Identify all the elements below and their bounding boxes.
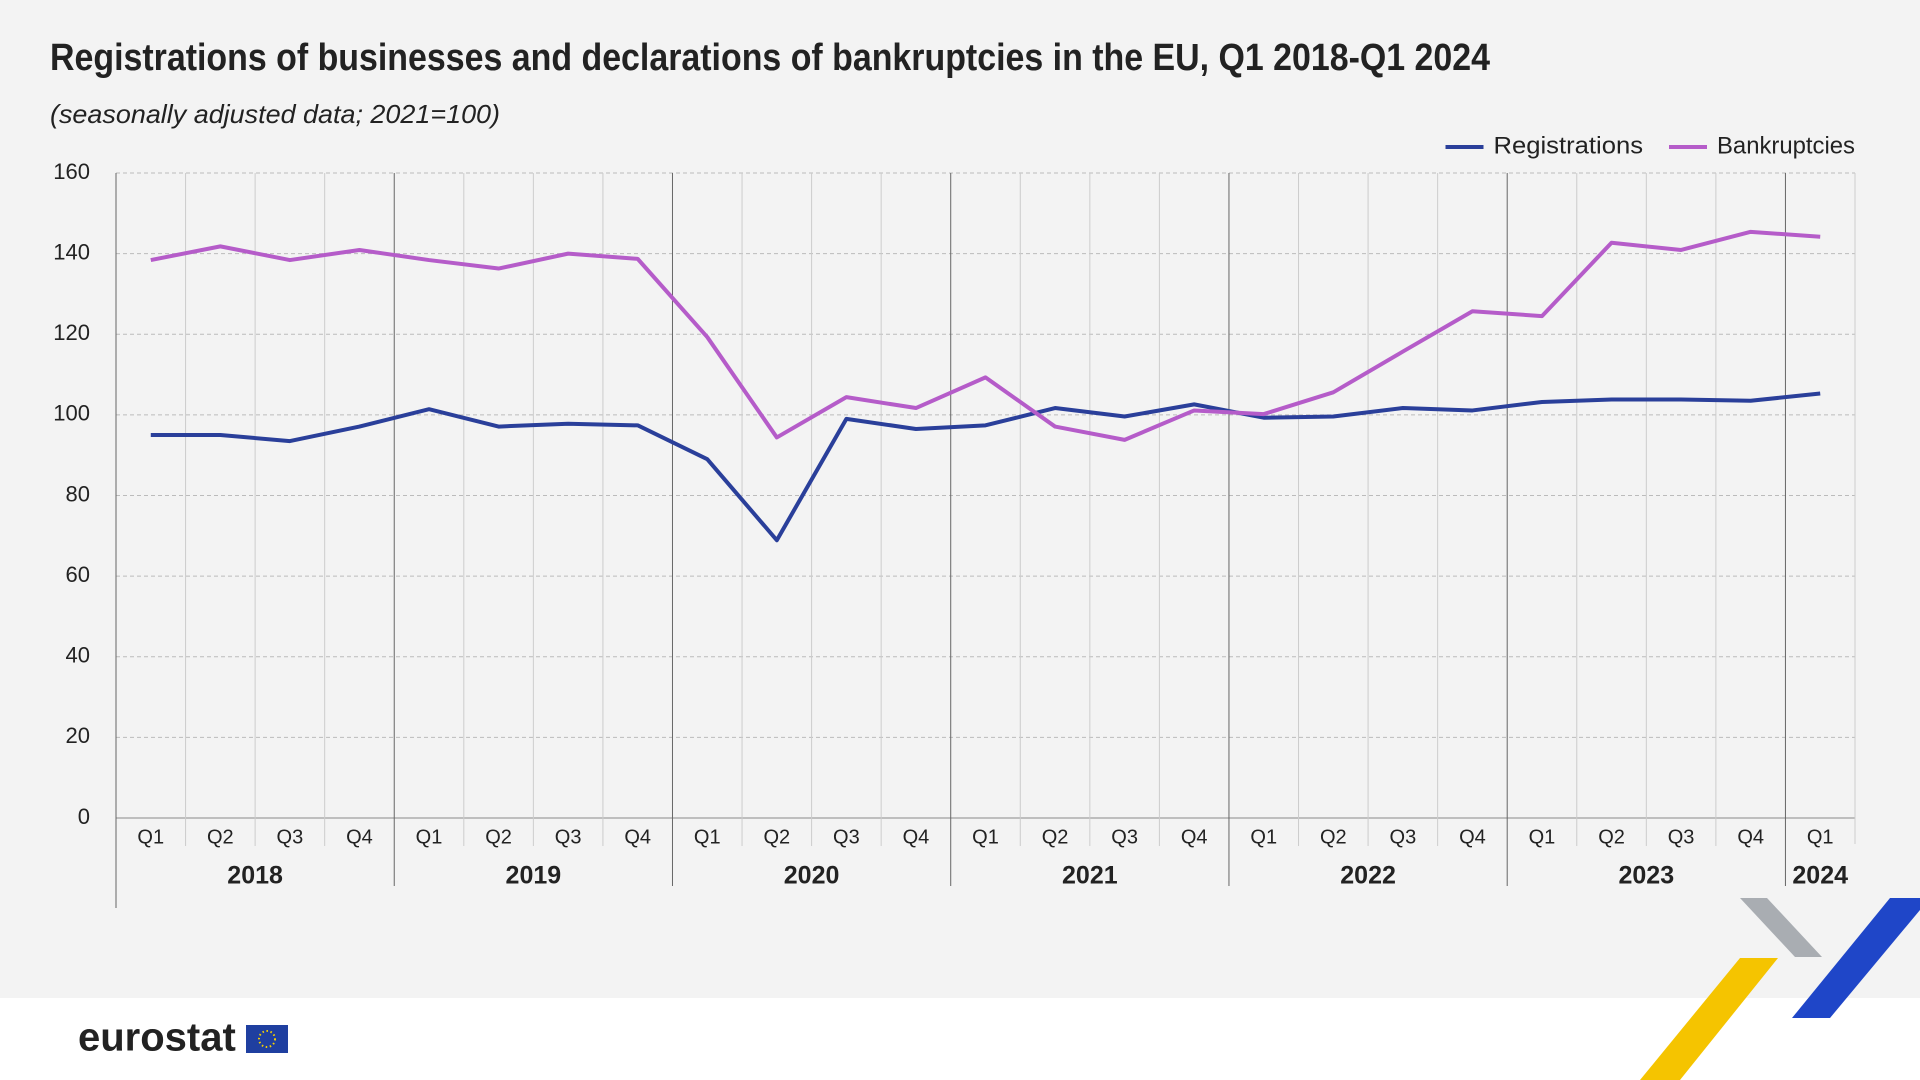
x-group-label: 2024: [1792, 862, 1848, 890]
y-tick-label: 60: [66, 562, 90, 587]
logo-text: eurostat: [78, 1016, 236, 1060]
x-tick-label: Q1: [1529, 826, 1556, 848]
eu-stars: [258, 1030, 276, 1048]
chart-title: Registrations of businesses and declarat…: [50, 37, 1490, 79]
y-tick-label: 140: [53, 239, 90, 264]
y-tick-label: 160: [53, 159, 90, 184]
x-tick-label: Q2: [1042, 826, 1069, 848]
x-tick-label: Q3: [277, 826, 304, 848]
x-group-label: 2023: [1619, 862, 1675, 890]
background: [0, 0, 1920, 998]
x-tick-label: Q1: [1250, 826, 1277, 848]
x-group-label: 2022: [1340, 862, 1396, 890]
x-tick-label: Q2: [1598, 826, 1625, 848]
x-tick-label: Q3: [1668, 826, 1695, 848]
y-tick-label: 0: [78, 804, 90, 829]
footer-band: [0, 998, 1920, 1080]
x-group-label: 2021: [1062, 862, 1118, 890]
deco: [1792, 898, 1920, 1018]
x-tick-label: Q4: [903, 826, 930, 848]
y-tick-label: 20: [66, 723, 90, 748]
x-tick-label: Q2: [1320, 826, 1347, 848]
x-tick-label: Q3: [1111, 826, 1138, 848]
x-tick-label: Q4: [624, 826, 651, 848]
x-group-label: 2019: [506, 862, 562, 890]
x-tick-label: Q2: [207, 826, 234, 848]
x-tick-label: Q4: [1181, 826, 1208, 848]
y-tick-label: 40: [66, 643, 90, 668]
x-tick-label: Q3: [1390, 826, 1417, 848]
legend-label: Bankruptcies: [1717, 132, 1855, 159]
y-tick-label: 120: [53, 320, 90, 345]
x-tick-label: Q1: [694, 826, 721, 848]
x-tick-label: Q1: [972, 826, 999, 848]
x-tick-label: Q1: [1807, 826, 1834, 848]
x-group-label: 2018: [227, 862, 283, 890]
x-group-label: 2020: [784, 862, 840, 890]
x-tick-label: Q2: [485, 826, 512, 848]
x-tick-label: Q4: [346, 826, 373, 848]
x-tick-label: Q1: [137, 826, 164, 848]
eu-flag: [246, 1025, 288, 1053]
y-tick-label: 80: [66, 481, 90, 506]
deco: [1640, 958, 1778, 1080]
x-tick-label: Q4: [1459, 826, 1486, 848]
x-tick-label: Q3: [555, 826, 582, 848]
x-tick-label: Q1: [416, 826, 443, 848]
legend-label: Registrations: [1494, 132, 1644, 159]
deco: [1740, 898, 1822, 957]
series-line: [150, 229, 1821, 442]
series-line: [150, 391, 1821, 543]
y-tick-label: 100: [53, 401, 90, 426]
chart-subtitle: (seasonally adjusted data; 2021=100): [50, 99, 500, 129]
x-tick-label: Q4: [1737, 826, 1764, 848]
x-tick-label: Q2: [763, 826, 790, 848]
x-tick-label: Q3: [833, 826, 860, 848]
